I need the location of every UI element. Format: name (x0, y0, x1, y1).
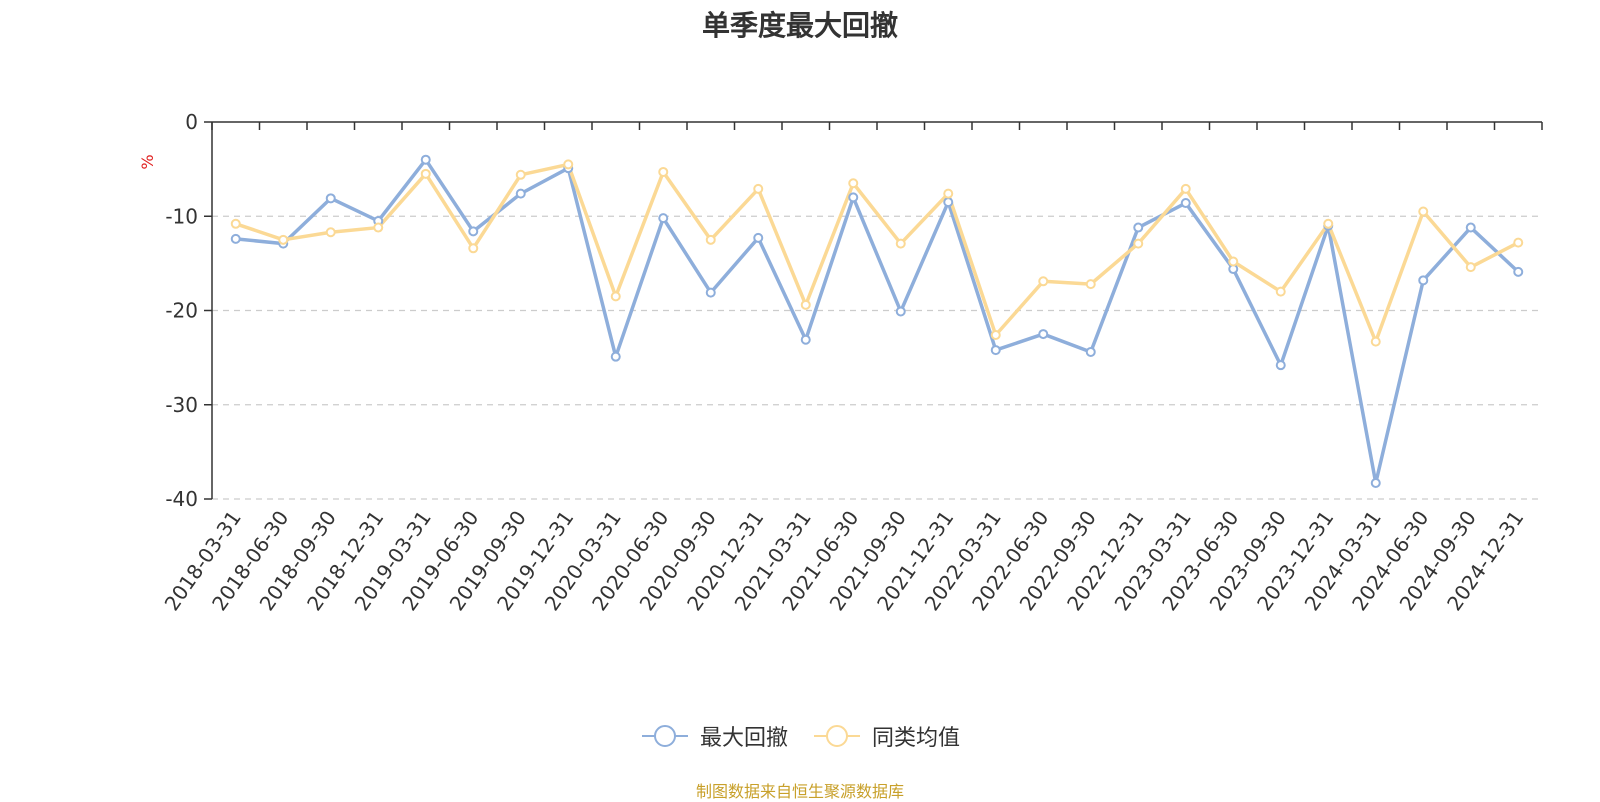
data-point-series-1 (1513, 266, 1524, 277)
data-point-series-2 (658, 166, 669, 177)
data-point-series-2 (420, 168, 431, 179)
data-point-series-1 (943, 197, 954, 208)
data-point-series-2 (373, 222, 384, 233)
data-point-series-2 (563, 159, 574, 170)
y-tick-label: -30 (165, 393, 198, 417)
data-point-series-2 (1133, 238, 1144, 249)
legend-label: 最大回撤 (699, 726, 788, 751)
data-point-series-2 (943, 188, 954, 199)
data-point-series-2 (1038, 276, 1049, 287)
data-point-series-2 (895, 238, 906, 249)
data-point-series-1 (1133, 222, 1144, 233)
legend-line-circle-icon (814, 725, 860, 747)
data-point-series-1 (658, 213, 669, 224)
legend-label: 同类均值 (872, 726, 961, 751)
data-point-series-2 (1465, 262, 1476, 273)
data-point-series-2 (848, 178, 859, 189)
data-point-series-2 (1180, 183, 1191, 194)
y-tick-label: 0 (185, 110, 198, 134)
data-point-series-2 (990, 330, 1001, 341)
data-point-series-2 (1370, 336, 1381, 347)
data-point-series-1 (1085, 346, 1096, 357)
data-point-series-1 (705, 287, 716, 298)
data-point-series-2 (1085, 279, 1096, 290)
data-point-series-1 (1370, 477, 1381, 488)
data-point-series-1 (230, 233, 241, 244)
data-point-series-1 (610, 351, 621, 362)
data-point-series-1 (1418, 275, 1429, 286)
data-point-series-1 (468, 226, 479, 237)
y-tick-label: -20 (165, 299, 198, 323)
data-point-series-1 (420, 154, 431, 165)
series-line-1 (235, 157, 1520, 485)
data-point-series-1 (515, 188, 526, 199)
series (230, 154, 1524, 488)
data-point-series-1 (1465, 222, 1476, 233)
data-point-series-2 (515, 169, 526, 180)
legend-item-series-2[interactable]: 同类均值 (812, 720, 960, 752)
data-point-series-2 (325, 227, 336, 238)
series-line-2 (235, 162, 1520, 344)
data-point-series-1 (753, 232, 764, 243)
data-point-series-1 (895, 306, 906, 317)
data-point-series-1 (1038, 329, 1049, 340)
legend-line-circle-icon (641, 725, 688, 747)
data-point-series-2 (1228, 256, 1239, 267)
data-point-series-1 (325, 193, 336, 204)
legend-item-series-1[interactable]: 最大回撤 (640, 720, 788, 752)
y-tick-label: -10 (165, 204, 198, 228)
data-point-series-2 (753, 183, 764, 194)
data-point-series-2 (705, 234, 716, 245)
data-point-series-2 (1513, 237, 1524, 248)
chart-title: 单季度最大回撤 (701, 9, 898, 42)
legend: 最大回撤 同类均值 (0, 720, 1600, 752)
source-note: 制图数据来自恒生聚源数据库 (695, 782, 904, 801)
data-point-series-2 (1275, 286, 1286, 297)
data-point-series-2 (278, 234, 289, 245)
data-point-series-2 (610, 291, 621, 302)
data-point-series-1 (800, 334, 811, 345)
y-axis-unit-label: % (138, 154, 157, 169)
data-point-series-1 (990, 345, 1001, 356)
data-point-series-2 (1418, 206, 1429, 217)
data-point-series-1 (1275, 360, 1286, 371)
data-point-series-1 (1180, 198, 1191, 209)
data-point-series-2 (800, 299, 811, 310)
y-tick-label: -40 (165, 487, 198, 511)
data-point-series-2 (468, 243, 479, 254)
data-point-series-2 (230, 218, 241, 229)
data-point-series-2 (1323, 218, 1334, 229)
data-point-series-1 (848, 192, 859, 203)
